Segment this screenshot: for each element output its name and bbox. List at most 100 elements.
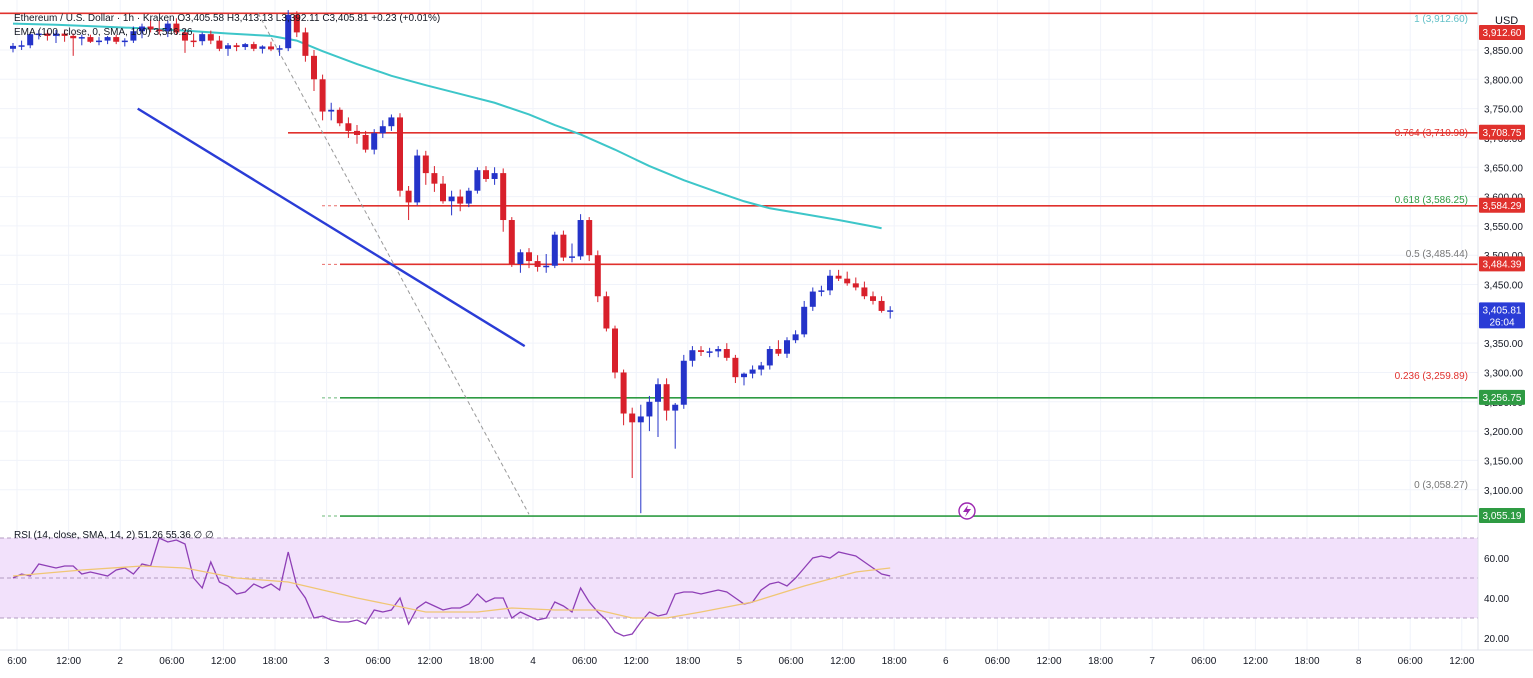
- downtrend-line: [137, 107, 526, 348]
- candle-down: [397, 113, 403, 197]
- time-tick: 4: [530, 656, 536, 667]
- candle-body: [775, 349, 782, 354]
- candle-body: [612, 328, 618, 373]
- candle-body: [405, 190, 412, 203]
- time-tick: 06:00: [159, 656, 184, 667]
- candle-up: [35, 30, 42, 40]
- candle-body: [792, 334, 799, 341]
- candle-body: [551, 234, 558, 266]
- currency-label[interactable]: USD: [1495, 15, 1518, 27]
- candle-body: [139, 26, 145, 32]
- candle-up: [646, 395, 653, 432]
- price-tag-label: 3,256.75: [1483, 393, 1522, 404]
- candle-down: [844, 271, 851, 286]
- candle-down: [190, 33, 197, 48]
- candle-body: [422, 155, 429, 174]
- candle-down: [732, 354, 739, 384]
- time-tick: 06:00: [1191, 656, 1216, 667]
- candle-down: [302, 27, 309, 62]
- candle-body: [35, 33, 42, 36]
- candle-body: [534, 261, 541, 267]
- candle-up: [474, 167, 481, 194]
- candle-up: [715, 346, 722, 358]
- price-tag: 3,912.60: [1479, 25, 1525, 40]
- time-tick: 7: [1149, 656, 1155, 667]
- candle-up: [448, 190, 455, 216]
- candle-body: [517, 252, 524, 264]
- candle-up: [517, 249, 524, 273]
- candle-body: [207, 34, 214, 41]
- candle-down: [698, 346, 704, 357]
- time-tick: 18:00: [1294, 656, 1319, 667]
- candle-body: [96, 40, 102, 43]
- candle-down: [345, 117, 352, 138]
- candle-body: [130, 31, 137, 41]
- rsi-sma-line: [12, 565, 891, 619]
- rsi-legend[interactable]: RSI (14, close, SMA, 14, 2) 51.26 55.36 …: [14, 530, 214, 541]
- candle-up: [706, 347, 713, 358]
- candle-up: [10, 42, 16, 53]
- price-tag-label: 3,484.39: [1483, 259, 1522, 270]
- candle-body: [293, 14, 300, 33]
- candle-body: [147, 26, 154, 30]
- price-tag-label: 3,055.19: [1483, 511, 1522, 522]
- candle-body: [319, 79, 326, 112]
- candle-body: [543, 265, 550, 268]
- candle-body: [233, 45, 240, 48]
- candle-body: [732, 357, 739, 378]
- time-axis[interactable]: 6:00 12:00 2 06:00 12:00 18:00 3 06:00 12:00 18:0…: [7, 656, 1474, 667]
- time-tick: 06:00: [572, 656, 597, 667]
- candle-down: [586, 217, 593, 262]
- fib-level-label: 1 (3,912.60): [1414, 14, 1468, 25]
- candle-down: [216, 35, 223, 52]
- time-tick: 12:00: [417, 656, 442, 667]
- candle-up: [259, 45, 266, 54]
- price-tick: 3,300.00: [1484, 368, 1523, 379]
- candle-down: [422, 150, 429, 185]
- candle-body: [164, 23, 171, 32]
- candle-body: [715, 349, 722, 352]
- candle-body: [87, 37, 94, 42]
- candle-body: [397, 117, 403, 191]
- candle-body: [250, 44, 257, 49]
- candle-body: [844, 278, 851, 284]
- candle-up: [130, 26, 137, 43]
- candle-down: [268, 41, 274, 52]
- time-tick: 12:00: [56, 656, 81, 667]
- candle-up: [792, 330, 799, 344]
- candle-body: [526, 252, 532, 262]
- ema-legend[interactable]: EMA (100, close, 0, SMA, 100) 3,546.26: [14, 27, 193, 38]
- candle-up: [388, 114, 395, 131]
- time-tick: 8: [1356, 656, 1362, 667]
- price-tag-label: 3,912.60: [1483, 28, 1522, 39]
- candle-body: [354, 130, 360, 135]
- fib-diagonal-line: [257, 13, 530, 515]
- candle-body: [336, 109, 343, 124]
- price-tag-label: 3,708.75: [1483, 128, 1522, 139]
- trend-line[interactable]: [137, 107, 526, 348]
- candle-up: [285, 10, 292, 52]
- time-tick: 06:00: [1398, 656, 1423, 667]
- time-tick: 18:00: [882, 656, 907, 667]
- candle-down: [431, 166, 438, 192]
- alert-icon[interactable]: [958, 502, 976, 520]
- candle-down: [629, 407, 636, 479]
- time-tick: 6: [943, 656, 949, 667]
- candle-body: [225, 45, 231, 49]
- time-tick: 3: [324, 656, 330, 667]
- symbol-legend[interactable]: Ethereum / U.S. Dollar · 1h · Kraken O3,…: [14, 13, 441, 24]
- fib-level-label: 0.236 (3,259.89): [1395, 371, 1468, 382]
- price-tick: 3,750.00: [1484, 105, 1523, 116]
- candle-up: [784, 337, 790, 358]
- fib-diagonal: [257, 13, 530, 515]
- candle-body: [27, 34, 34, 46]
- candle-up: [465, 187, 472, 208]
- candle-up: [887, 306, 894, 319]
- candles: [10, 10, 894, 514]
- candle-body: [113, 37, 120, 42]
- candle-up: [827, 269, 833, 296]
- rsi-lines: [0, 537, 1478, 637]
- candle-body: [285, 14, 292, 49]
- candle-down: [612, 325, 618, 379]
